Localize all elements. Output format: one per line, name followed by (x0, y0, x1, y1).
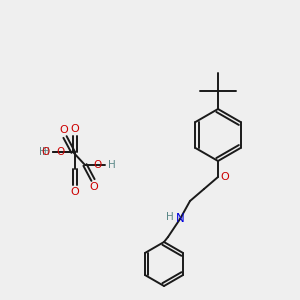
Text: O: O (90, 182, 98, 192)
Text: N: N (176, 212, 184, 226)
Text: O: O (42, 147, 50, 157)
Text: H: H (108, 160, 116, 170)
Text: H: H (166, 212, 174, 222)
Text: O: O (70, 124, 80, 134)
Text: O: O (94, 160, 102, 170)
Text: O: O (60, 125, 68, 135)
Text: H: H (42, 147, 50, 157)
Text: H: H (39, 147, 47, 157)
Text: O: O (56, 147, 64, 157)
Text: O: O (70, 187, 80, 197)
Text: O: O (220, 172, 230, 182)
